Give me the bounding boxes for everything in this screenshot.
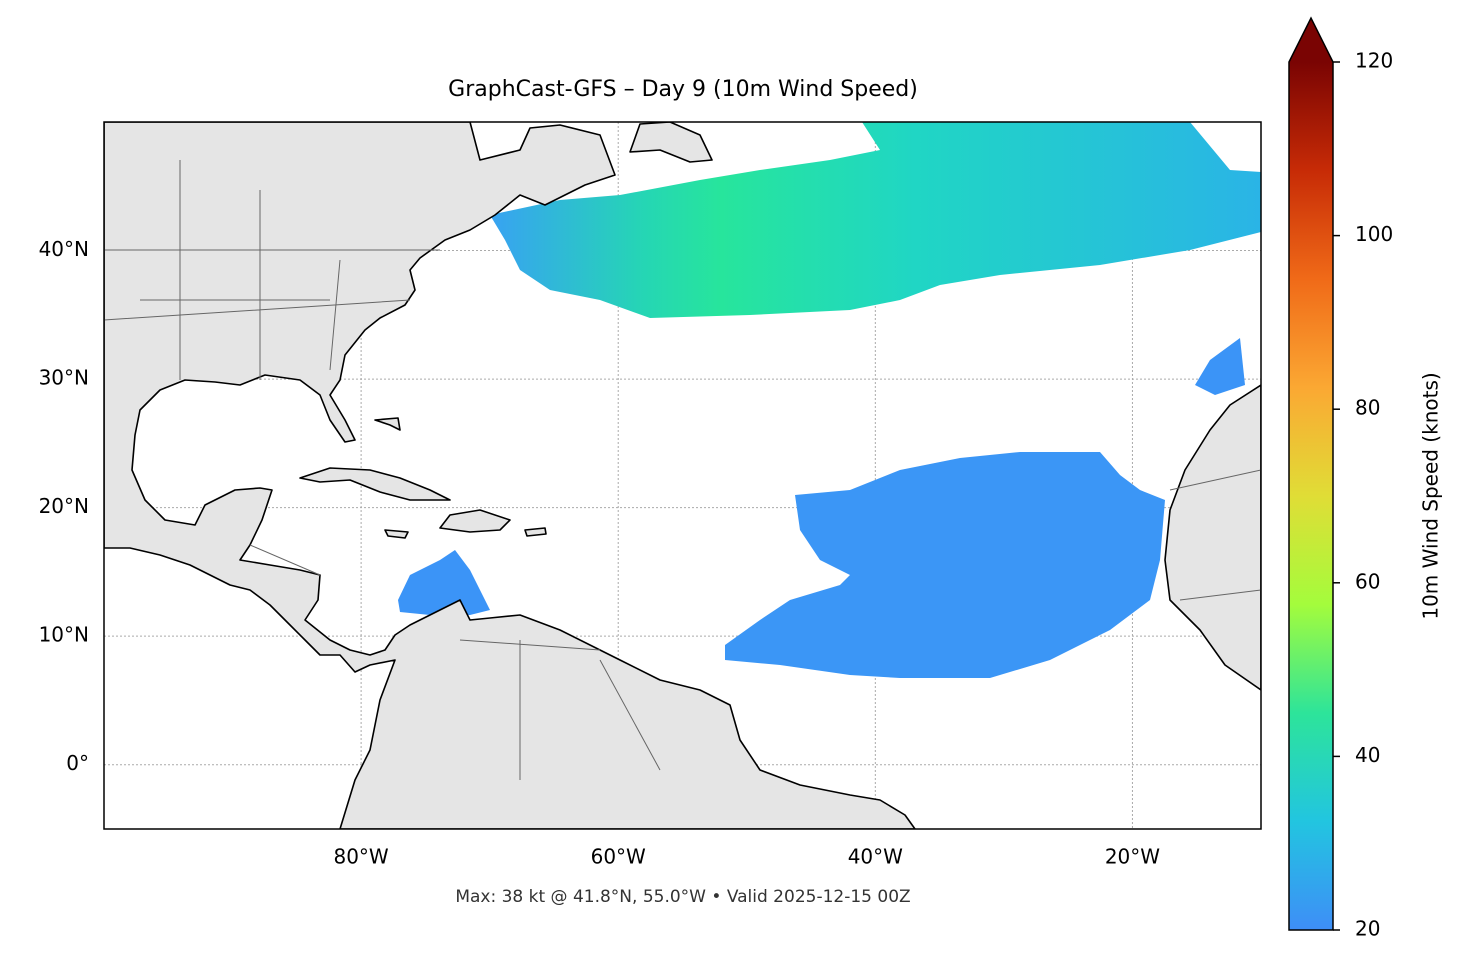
colorbar-extension — [1289, 18, 1333, 62]
footnote: Max: 38 kt @ 41.8°N, 55.0°W • Valid 2025… — [455, 887, 910, 907]
land — [104, 122, 916, 829]
wind-region — [1195, 338, 1245, 395]
y-tick-label: 40°N — [39, 237, 89, 261]
map — [104, 122, 1261, 829]
colorbar-tick-label: 80 — [1355, 396, 1380, 420]
x-tick-label: 60°W — [591, 845, 646, 869]
colorbar-label: 10m Wind Speed (knots) — [1419, 372, 1443, 619]
chart-title: GraphCast-GFS – Day 9 (10m Wind Speed) — [448, 77, 918, 102]
colorbar-tick-label: 60 — [1355, 569, 1380, 593]
wind-region — [725, 452, 1165, 678]
y-tick-label: 0° — [66, 751, 89, 775]
land — [384, 529, 409, 539]
land — [524, 527, 547, 537]
wind-region — [398, 550, 490, 615]
map-frame — [103, 121, 1262, 830]
colorbar-tick-label: 40 — [1355, 743, 1380, 767]
land — [439, 509, 511, 533]
x-tick-label: 20°W — [1105, 845, 1160, 869]
colorbar-frame — [1288, 16, 1334, 931]
colorbar-tick-label: 120 — [1355, 49, 1393, 73]
colorbar-tick-label: 20 — [1355, 917, 1380, 941]
colorbar-scale — [1289, 62, 1333, 930]
land — [629, 122, 713, 163]
y-tick-label: 10°N — [39, 623, 89, 647]
x-tick-label: 40°W — [848, 845, 903, 869]
colorbar: 20 40 60 80 100 120 — [1288, 16, 1393, 941]
y-tick-label: 30°N — [39, 366, 89, 390]
state-borders — [104, 160, 1261, 780]
x-tick-label: 80°W — [333, 845, 388, 869]
land — [299, 467, 451, 501]
y-tick-label: 20°N — [39, 494, 89, 518]
land — [374, 417, 401, 431]
wind-region — [490, 122, 1261, 318]
land — [1164, 384, 1261, 691]
colorbar-tick-label: 100 — [1355, 222, 1393, 246]
